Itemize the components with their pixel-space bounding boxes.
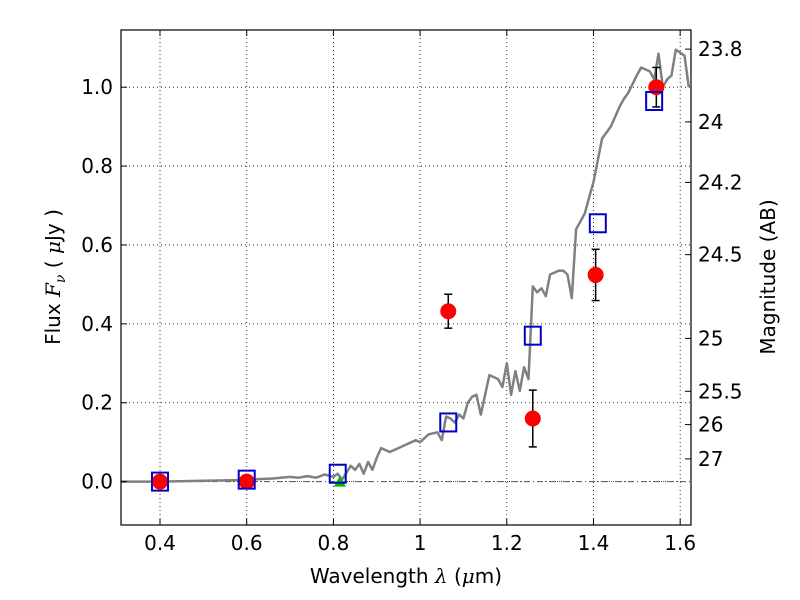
chart-marks [121, 48, 691, 492]
x-tick-label: 0.8 [317, 531, 349, 555]
x-tick-label: 0.6 [231, 531, 263, 555]
model-photometry-square [151, 471, 170, 492]
magnitude-tick-label: 26 [698, 413, 723, 437]
magnitude-tick-label: 25 [698, 326, 723, 350]
y-tick-label: 0.2 [81, 391, 113, 415]
model-photometry-square [645, 90, 664, 111]
x-tick-label: 1.4 [578, 531, 610, 555]
y-tick-label: 1.0 [81, 75, 113, 99]
y-tick-label: 0.6 [81, 233, 113, 257]
x-axis-label: Wavelength λ (μm) [310, 564, 502, 588]
observed-point [524, 410, 541, 427]
model-photometry-square [523, 325, 542, 346]
x-tick-label: 1 [414, 531, 427, 555]
magnitude-tick-label: 27 [698, 447, 723, 471]
y-tick-label: 0.4 [81, 312, 113, 336]
right-axis-label: Magnitude (AB) [756, 199, 780, 354]
non-detection-triangle [333, 475, 346, 487]
model-photometry-square [588, 213, 607, 234]
observed-point [238, 473, 255, 490]
magnitude-tick-label: 24.5 [698, 243, 743, 267]
magnitude-tick-label: 24.2 [698, 170, 743, 194]
plot-frame [120, 29, 692, 526]
magnitude-tick-label: 23.8 [698, 37, 743, 61]
y-tick-label: 0.8 [81, 154, 113, 178]
observed-point [587, 266, 604, 283]
observed-point [440, 303, 457, 320]
model-photometry-square [328, 463, 347, 484]
magnitude-tick-label: 24 [698, 110, 723, 134]
magnitude-tick-label: 25.5 [698, 379, 743, 403]
x-tick-label: 1.6 [664, 531, 696, 555]
observed-point [152, 473, 169, 490]
ticks: 0.4 0.6 0.8 1 1.2 1.4 1.6 0.0 0.2 0.4 0.6 0.8 1.0 23.… [81, 30, 743, 555]
y-axis-label: Flux Fν ( μJy ) [41, 209, 69, 345]
x-tick-label: 1.2 [491, 531, 523, 555]
y-tick-label: 0.0 [81, 470, 113, 494]
model-sed-line [121, 48, 691, 483]
model-photometry-square [439, 412, 458, 433]
x-tick-label: 0.4 [144, 531, 176, 555]
plot-background [121, 30, 691, 525]
model-photometry-square [237, 469, 256, 490]
